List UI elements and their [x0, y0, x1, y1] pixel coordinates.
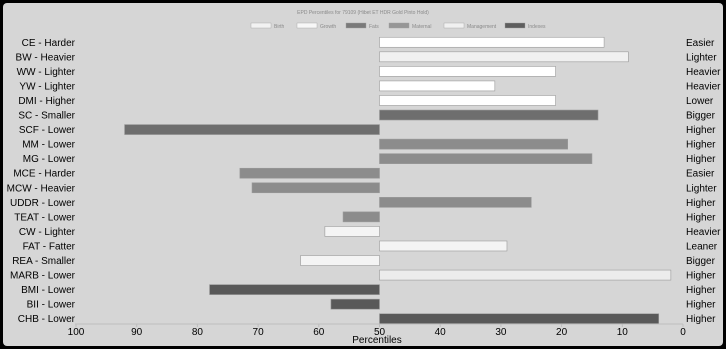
chart-legend: Birth Growth Fats Maternal Management Indexes [250, 22, 546, 30]
legend-swatch [296, 22, 318, 29]
x-tick-label: 60 [313, 327, 325, 338]
legend-item-birth: Birth [250, 22, 285, 30]
row-label-sc: SC - Smaller [18, 111, 75, 122]
legend-item-growth: Growth [296, 22, 336, 30]
bar-ce [379, 36, 605, 48]
x-axis-label: Percentiles [352, 335, 401, 346]
bar-bmi [209, 284, 380, 295]
row-label-dmi: DMI - Higher [18, 96, 75, 107]
direction-label-mce: Easier [686, 169, 715, 180]
chart-title: EPD Percentiles for 79109 (Hibet ET HDR … [297, 10, 429, 16]
bar-yw [379, 80, 496, 92]
x-tick-label: 10 [617, 327, 629, 338]
bar-mce [239, 167, 380, 179]
row-label-uddr: UDDR - Lower [10, 198, 76, 209]
bars-group [124, 36, 672, 325]
x-tick-label: 90 [131, 327, 143, 338]
bar-ww [379, 66, 556, 77]
legend-label: Management [467, 24, 497, 30]
bar-teat [342, 211, 380, 223]
row-label-mcw: MCW - Heavier [7, 183, 76, 194]
x-tick-label: 40 [435, 327, 447, 338]
direction-label-mg: Higher [686, 154, 716, 165]
legend-item-indexes: Indexes [504, 22, 546, 30]
x-tick-label: 50 [374, 327, 386, 338]
direction-label-rea: Bigger [686, 256, 716, 267]
row-label-chb: CHB - Lower [18, 314, 76, 325]
row-label-fat: FAT - Fatter [23, 241, 76, 252]
right-labels: Easier Lighter Heavier Heavier Lower Bigger Hi… [686, 38, 721, 325]
row-label-bii: BII - Lower [27, 300, 76, 311]
bar-rea [300, 255, 380, 266]
legend-label: Maternal [412, 24, 431, 30]
direction-label-ce: Easier [686, 38, 715, 49]
chart-frame: EPD Percentiles for 79109 (Hibet ET HDR … [3, 3, 723, 346]
direction-label-marb: Higher [686, 271, 716, 282]
direction-label-teat: Higher [686, 212, 716, 223]
bar-mm [379, 138, 568, 150]
direction-label-bii: Higher [686, 300, 716, 311]
row-label-mce: MCE - Harder [13, 169, 75, 180]
legend-item-maternal: Maternal [388, 22, 431, 30]
bar-mcw [251, 182, 380, 194]
bar-fat [379, 240, 508, 252]
bar-scf [124, 124, 380, 135]
legend-label: Growth [320, 24, 336, 30]
row-label-mm: MM - Lower [22, 140, 75, 151]
row-label-bmi: BMI - Lower [21, 285, 76, 296]
direction-label-chb: Higher [686, 314, 716, 325]
percentile-bar-chart: EPD Percentiles for 79109 (Hibet ET HDR … [7, 10, 721, 346]
direction-label-cw: Heavier [686, 227, 721, 238]
bar-mg [379, 153, 593, 164]
direction-label-bmi: Higher [686, 285, 716, 296]
left-labels: CE - Harder BW - Heavier WW - Lighter YW - … [7, 38, 76, 325]
bar-sc [379, 109, 599, 121]
legend-item-fats: Fats [345, 22, 379, 30]
row-label-ce: CE - Harder [22, 38, 76, 49]
x-tick-label: 100 [68, 327, 85, 338]
x-axis-ticks: 100 90 80 70 60 50 40 30 20 10 0 [68, 324, 686, 338]
x-tick-label: 30 [495, 327, 507, 338]
legend-swatch [345, 22, 367, 29]
row-label-ww: WW - Lighter [17, 67, 76, 78]
x-tick-label: 0 [680, 327, 686, 338]
direction-label-fat: Leaner [686, 241, 718, 252]
row-label-teat: TEAT - Lower [14, 212, 75, 223]
row-label-scf: SCF - Lower [19, 125, 76, 136]
direction-label-sc: Bigger [686, 111, 716, 122]
bar-uddr [379, 197, 532, 208]
legend-swatch [388, 22, 410, 29]
direction-label-mcw: Lighter [686, 183, 717, 194]
bar-chb [379, 313, 660, 325]
bar-cw [324, 226, 380, 237]
direction-label-uddr: Higher [686, 198, 716, 209]
x-tick-label: 70 [253, 327, 265, 338]
legend-swatch [250, 22, 272, 29]
legend-item-management: Management [443, 22, 497, 30]
bar-dmi [379, 95, 556, 106]
bar-bw [379, 51, 629, 63]
bar-marb [379, 269, 672, 281]
direction-label-mm: Higher [686, 140, 716, 151]
row-label-bw: BW - Heavier [16, 52, 76, 63]
row-label-mg: MG - Lower [23, 154, 76, 165]
row-label-cw: CW - Lighter [19, 227, 76, 238]
direction-label-scf: Higher [686, 125, 716, 136]
x-tick-label: 80 [192, 327, 204, 338]
legend-label: Fats [369, 24, 379, 30]
bar-bii [330, 298, 380, 310]
direction-label-dmi: Lower [686, 96, 714, 107]
legend-swatch [504, 22, 526, 29]
row-label-marb: MARB - Lower [10, 271, 76, 282]
row-label-rea: REA - Smaller [12, 256, 75, 267]
direction-label-ww: Heavier [686, 67, 721, 78]
legend-label: Birth [274, 24, 285, 30]
legend-label: Indexes [528, 24, 546, 30]
direction-label-bw: Lighter [686, 52, 717, 63]
x-tick-label: 20 [556, 327, 568, 338]
legend-swatch [443, 22, 465, 29]
direction-label-yw: Heavier [686, 81, 721, 92]
row-label-yw: YW - Lighter [19, 81, 75, 92]
